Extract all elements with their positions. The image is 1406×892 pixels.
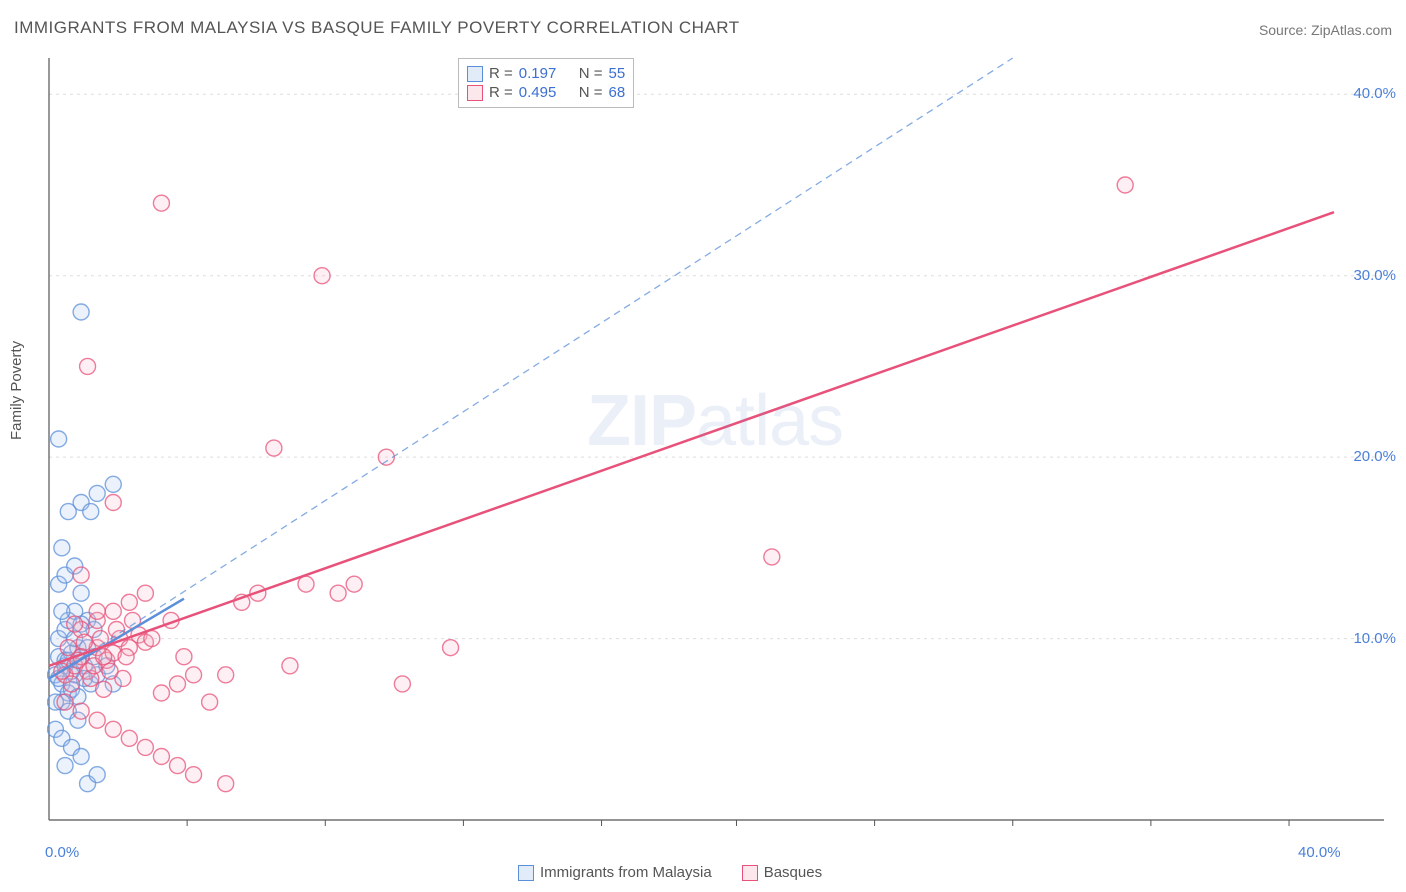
legend-n-label: N =	[579, 65, 603, 82]
series-legend: Immigrants from Malaysia Basques	[518, 864, 822, 881]
legend-r-label: R =	[489, 84, 513, 101]
series-legend-item: Basques	[742, 864, 822, 881]
correlation-legend: R = 0.197 N = 55 R = 0.495 N = 68	[458, 58, 634, 108]
y-axis-label: Family Poverty	[8, 341, 25, 440]
legend-row: R = 0.495 N = 68	[467, 84, 625, 101]
y-tick-label: 20.0%	[1353, 448, 1396, 465]
legend-n-value: 68	[609, 84, 626, 101]
legend-r-value: 0.197	[519, 65, 573, 82]
legend-r-value: 0.495	[519, 84, 573, 101]
chart-svg	[47, 50, 1392, 840]
y-tick-label: 30.0%	[1353, 267, 1396, 284]
legend-n-label: N =	[579, 84, 603, 101]
legend-n-value: 55	[609, 65, 626, 82]
series-name: Immigrants from Malaysia	[540, 864, 712, 881]
y-tick-label: 40.0%	[1353, 85, 1396, 102]
x-tick-label: 40.0%	[1298, 844, 1341, 861]
series-legend-item: Immigrants from Malaysia	[518, 864, 712, 881]
legend-swatch	[518, 865, 534, 881]
series-name: Basques	[764, 864, 822, 881]
x-tick-label: 0.0%	[45, 844, 79, 861]
scatter-plot: ZIPatlas	[47, 50, 1392, 840]
legend-swatch	[742, 865, 758, 881]
legend-swatch	[467, 66, 483, 82]
legend-row: R = 0.197 N = 55	[467, 65, 625, 82]
chart-title: IMMIGRANTS FROM MALAYSIA VS BASQUE FAMIL…	[14, 18, 740, 38]
legend-swatch	[467, 85, 483, 101]
legend-r-label: R =	[489, 65, 513, 82]
source-attribution: Source: ZipAtlas.com	[1259, 22, 1392, 38]
y-tick-label: 10.0%	[1353, 630, 1396, 647]
